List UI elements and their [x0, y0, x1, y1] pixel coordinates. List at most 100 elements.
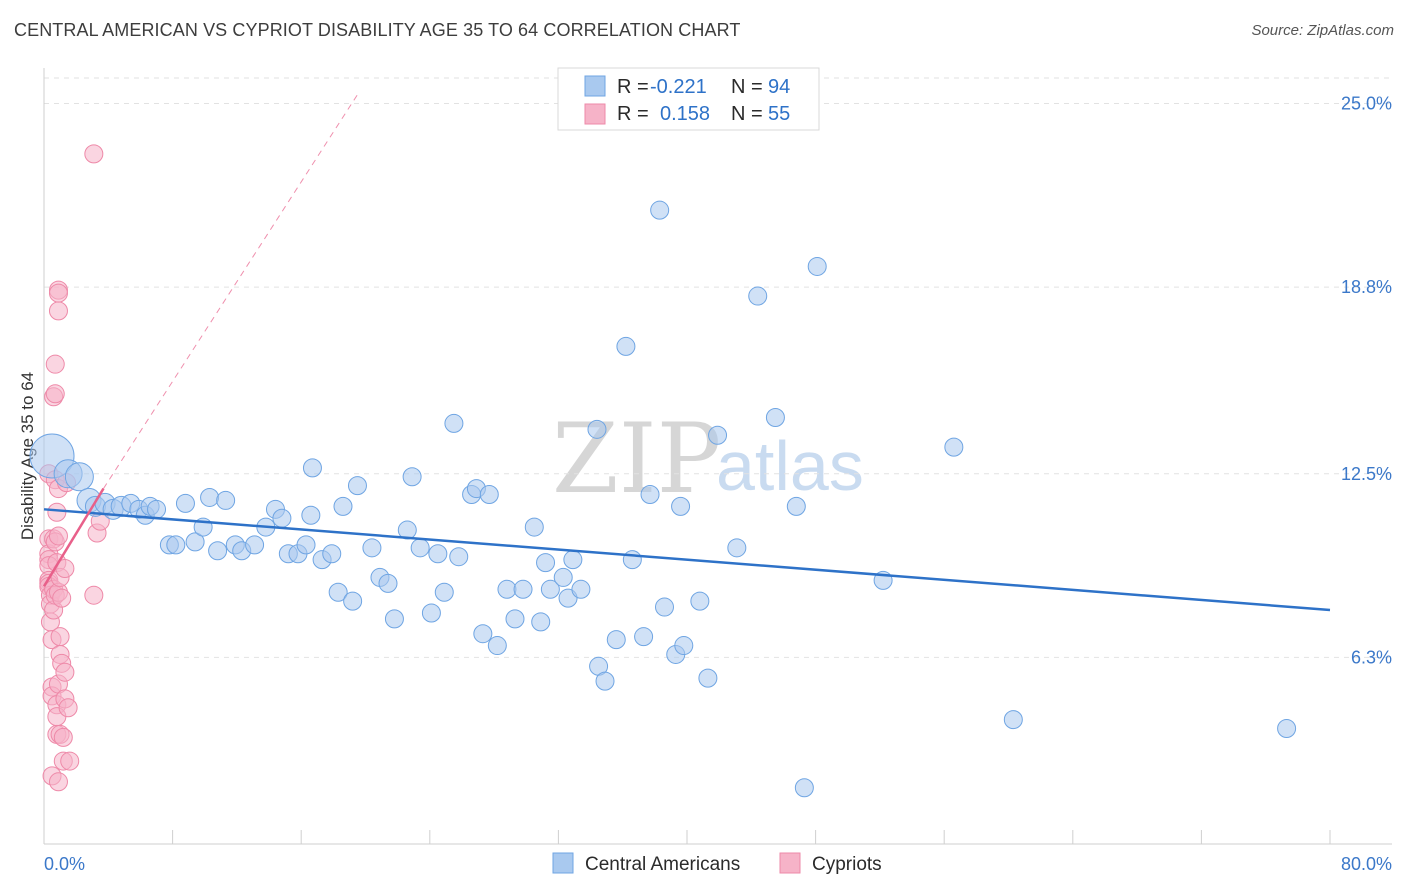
trend-lines: [42, 94, 1331, 612]
point-central-americans: [671, 496, 691, 516]
point-central-americans: [208, 541, 228, 561]
point-central-americans: [794, 778, 814, 798]
point-central-americans: [650, 200, 670, 220]
point-cypriots: [47, 502, 67, 522]
point-cypriots: [84, 585, 104, 605]
point-central-americans: [301, 505, 321, 525]
point-central-americans: [479, 485, 499, 505]
point-central-americans: [622, 550, 642, 570]
point-cypriots: [45, 384, 65, 404]
x-tick-label-min: 0.0%: [44, 854, 85, 874]
point-central-americans: [640, 485, 660, 505]
point-central-americans: [449, 547, 469, 567]
y-tick-label: 12.5%: [1341, 464, 1392, 484]
point-central-americans: [606, 630, 626, 650]
point-central-americans: [487, 636, 507, 656]
point-cypriots: [52, 588, 72, 608]
point-central-americans: [748, 286, 768, 306]
point-central-americans: [322, 544, 342, 564]
point-central-americans: [1277, 718, 1297, 738]
point-central-americans: [536, 553, 556, 573]
bottom-legend-swatch-cypriots: [779, 852, 801, 874]
point-central-americans: [444, 413, 464, 433]
point-cypriots: [53, 727, 73, 747]
point-central-americans: [1003, 710, 1023, 730]
point-central-americans: [378, 573, 398, 593]
legend-n-value-1: 94: [768, 76, 790, 98]
legend: R = -0.221 N = 94 R = 0.158 N = 55: [557, 67, 820, 131]
point-central-americans: [531, 612, 551, 632]
series-central-americans-points: [29, 200, 1297, 798]
legend-n-value-2: 55: [768, 103, 790, 125]
y-tick-label: 25.0%: [1341, 94, 1392, 114]
legend-r-value-2: 0.158: [660, 103, 710, 125]
point-central-americans: [245, 535, 265, 555]
point-central-americans: [296, 535, 316, 555]
series-cypriots-points: [39, 144, 110, 792]
point-cypriots: [45, 354, 65, 374]
point-central-americans: [563, 550, 583, 570]
point-central-americans: [166, 535, 186, 555]
trend-extension-cypriots: [103, 94, 358, 489]
point-central-americans: [397, 520, 417, 540]
point-central-americans: [302, 458, 322, 478]
point-central-americans: [698, 668, 718, 688]
point-central-americans: [540, 579, 560, 599]
point-central-americans: [347, 476, 367, 496]
point-central-americans: [587, 419, 607, 439]
point-central-americans: [497, 579, 517, 599]
point-central-americans: [147, 499, 167, 519]
point-central-americans: [765, 407, 785, 427]
legend-r-label-1: R =: [617, 76, 649, 98]
point-cypriots: [48, 283, 68, 303]
trend-line-central-americans: [43, 508, 1331, 612]
point-central-americans: [333, 496, 353, 516]
y-tick-label: 18.8%: [1341, 277, 1392, 297]
trend-line-cypriots: [42, 487, 105, 587]
bottom-legend-swatch-central-americans: [552, 852, 574, 874]
x-axis-ticks: [43, 830, 1331, 844]
point-central-americans: [690, 591, 710, 611]
point-central-americans: [505, 609, 525, 629]
point-central-americans: [595, 671, 615, 691]
point-cypriots: [55, 662, 75, 682]
watermark-atlas: atlas: [716, 427, 864, 505]
point-cypriots: [58, 698, 78, 718]
point-central-americans: [616, 336, 636, 356]
bottom-legend: Central Americans Cypriots: [552, 852, 882, 875]
point-cypriots: [48, 526, 68, 546]
point-central-americans: [185, 532, 205, 552]
point-cypriots: [84, 144, 104, 164]
point-central-americans: [362, 538, 382, 558]
point-central-americans: [654, 597, 674, 617]
point-central-americans: [944, 437, 964, 457]
point-central-americans: [384, 609, 404, 629]
y-tick-label: 6.3%: [1351, 647, 1392, 667]
point-central-americans: [674, 636, 694, 656]
watermark-zip: ZIP: [552, 403, 721, 515]
grid-lines: [44, 77, 1392, 658]
legend-swatch-cypriots: [584, 103, 606, 125]
y-axis-tick-labels: 6.3% 12.5% 18.8% 25.0%: [1341, 94, 1392, 668]
point-central-americans: [634, 627, 654, 647]
bottom-legend-label-cypriots: Cypriots: [812, 854, 882, 875]
point-central-americans: [64, 462, 94, 492]
point-central-americans: [708, 425, 728, 445]
point-cypriots: [50, 627, 70, 647]
x-tick-label-max: 80.0%: [1341, 854, 1392, 874]
legend-n-label-2: N =: [731, 103, 763, 125]
y-axis-label: Disability Age 35 to 64: [18, 372, 37, 540]
legend-n-label-1: N =: [731, 76, 763, 98]
point-cypriots: [48, 301, 68, 321]
point-central-americans: [216, 490, 236, 510]
legend-r-label-2: R =: [617, 103, 649, 125]
legend-swatch-central-americans: [584, 75, 606, 97]
point-central-americans: [175, 493, 195, 513]
source-label: Source: ZipAtlas.com: [1251, 22, 1394, 39]
point-cypriots: [48, 772, 68, 792]
point-central-americans: [410, 538, 430, 558]
point-central-americans: [402, 467, 422, 487]
point-central-americans: [328, 582, 348, 602]
point-central-americans: [428, 544, 448, 564]
